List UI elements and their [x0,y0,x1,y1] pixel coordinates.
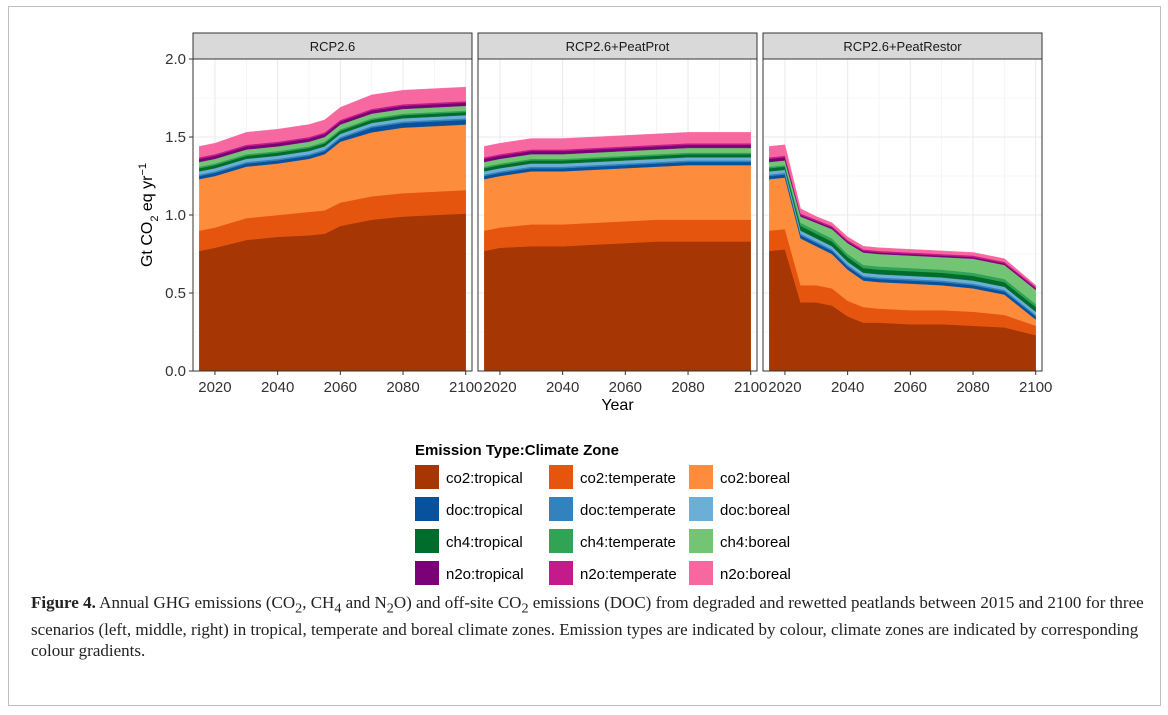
x-tick-label: 2100 [449,379,482,396]
panel-title: RCP2.6 [310,39,356,54]
x-tick-label: 2040 [831,379,864,396]
legend-swatch [689,497,713,521]
legend: Emission Type:Climate Zone co2:tropical co… [415,442,791,585]
x-tick-label: 2080 [956,379,989,396]
panel-2: RCP2.6+PeatProt 2020 2040 2060 2080 2100 [477,32,767,396]
stacked-area-chart: RCP2.6 2020 2040 2060 2080 2100 0.0 0.5 1.0 1.5 2.… [137,32,1052,585]
caption-sub: 4 [334,600,342,617]
x-tick-label: 2100 [734,379,767,396]
caption-text: , CH [302,593,335,612]
x-tick-label: 2100 [1019,379,1052,396]
legend-swatch [415,497,439,521]
y-axis-title-sup: −1 [137,163,149,176]
x-tick-label: 2020 [483,379,516,396]
legend-swatch [549,465,573,489]
legend-label: n2o:boreal [720,566,791,583]
legend-label: co2:temperate [580,470,676,487]
caption-text: O) and off-site CO [393,593,522,612]
panel-title: RCP2.6+PeatRestor [843,39,962,54]
x-tick-label: 2060 [894,379,927,396]
legend-swatch [689,561,713,585]
legend-swatch [549,529,573,553]
caption-label: Figure 4. [31,593,96,612]
panel-title: RCP2.6+PeatProt [566,39,670,54]
legend-label: ch4:boreal [720,534,790,551]
panel-strip [192,32,473,60]
x-tick-label: 2020 [198,379,231,396]
legend-label: n2o:temperate [580,566,677,583]
legend-swatch [549,497,573,521]
caption-text: Annual GHG emissions (CO [95,593,296,612]
y-tick-label: 0.5 [165,285,186,302]
caption-sub: 2 [386,600,394,617]
y-axis-title-sub: 2 [149,216,161,222]
y-tick-label: 2.0 [165,51,186,68]
x-axis-title: Year [601,397,634,414]
x-tick-label: 2040 [546,379,579,396]
panel-strip [477,32,758,60]
legend-label: co2:tropical [446,470,523,487]
caption-sub: 2 [295,600,303,617]
y-axis-title-part: Gt CO [139,222,156,267]
legend-swatch [689,529,713,553]
panel-3: RCP2.6+PeatRestor 2020 2040 2060 2080 2100 [762,32,1052,396]
x-tick-label: 2060 [609,379,642,396]
y-tick-label: 0.0 [165,363,186,380]
panel-border [477,58,758,372]
panel-1: RCP2.6 2020 2040 2060 2080 2100 0.0 0.5 1.0 1.5 2.… [165,32,482,396]
x-tick-label: 2040 [261,379,294,396]
area-co2-tropical [484,241,751,372]
area-n2o-boreal [769,144,1036,288]
legend-label: n2o:tropical [446,566,524,583]
legend-swatch [549,561,573,585]
legend-swatch [689,465,713,489]
legend-title: Emission Type:Climate Zone [415,442,619,459]
y-tick-label: 1.5 [165,129,186,146]
legend-swatch [415,465,439,489]
x-tick-label: 2080 [671,379,704,396]
x-tick-label: 2020 [768,379,801,396]
legend-label: doc:boreal [720,502,790,519]
legend-swatch [415,529,439,553]
figure-caption: Figure 4. Annual GHG emissions (CO2, CH4… [31,592,1156,661]
legend-label: co2:boreal [720,470,790,487]
legend-label: ch4:tropical [446,534,523,551]
area-n2o-boreal [199,86,466,158]
panel-border [762,58,1043,372]
y-tick-label: 1.0 [165,207,186,224]
y-axis-title-part: eq yr [139,175,156,216]
x-tick-label: 2080 [386,379,419,396]
caption-text: emissions (DOC) from degraded and rewett… [31,593,1144,661]
legend-swatch [415,561,439,585]
caption-sub: 2 [521,600,529,617]
legend-label: doc:tropical [446,502,523,519]
caption-text: and N [341,593,387,612]
y-axis-title: Gt CO2 eq yr−1 [137,163,161,267]
legend-label: doc:temperate [580,502,676,519]
area-n2o-boreal [484,132,751,158]
legend-label: ch4:temperate [580,534,676,551]
figure-frame: RCP2.6 2020 2040 2060 2080 2100 0.0 0.5 1.0 1.5 2.… [8,6,1161,706]
x-tick-label: 2060 [324,379,357,396]
